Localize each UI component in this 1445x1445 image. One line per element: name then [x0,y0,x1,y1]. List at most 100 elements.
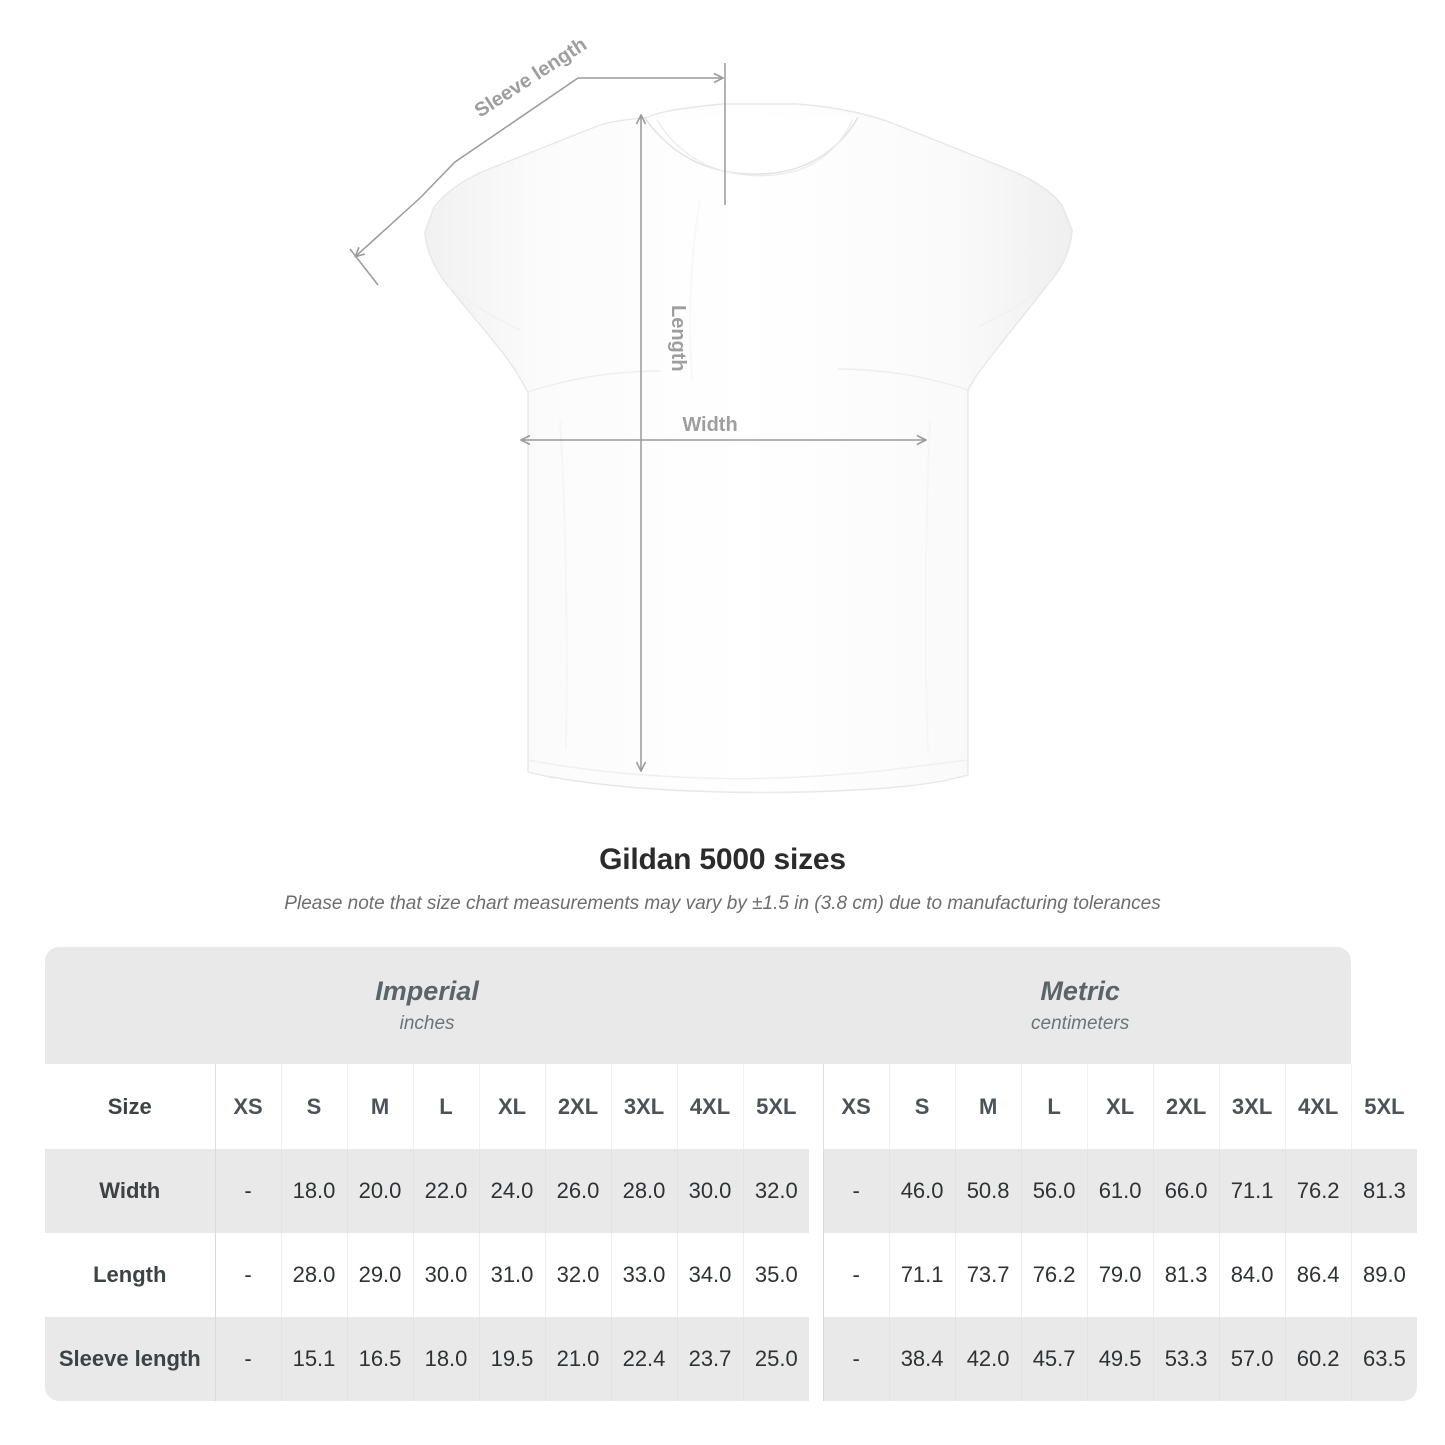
tshirt-right-sleeve-seam [837,368,969,391]
tshirt-collar-outer [644,116,859,175]
tshirt-bottom-hem [527,759,969,780]
cell-length-imperial-s: 28.0 [280,1233,347,1317]
section-gap [809,1064,824,1149]
cell-width-metric-3xl: 71.1 [1218,1149,1286,1233]
cell-width-imperial-3xl: 28.0 [610,1149,677,1233]
unit-header-row: Imperial inches Metric centimeters [45,947,1417,1064]
cell-length-imperial-2xl: 32.0 [544,1233,611,1317]
size-table: Imperial inches Metric centimeters Size … [45,947,1418,1401]
cell-length-imperial-5xl: 35.0 [742,1233,810,1317]
cell-sleeve-metric-s: 38.4 [888,1317,956,1401]
size-header-metric-s: S [888,1064,956,1149]
cell-length-metric-5xl: 89.0 [1350,1233,1418,1317]
unit-sub-metric: centimeters [1031,1013,1130,1035]
cell-length-imperial-4xl: 34.0 [676,1233,743,1317]
size-header-metric-4xl: 4XL [1284,1064,1352,1149]
cell-length-metric-2xl: 81.3 [1152,1233,1220,1317]
cell-sleeve-imperial-xl: 19.5 [478,1317,545,1401]
cell-sleeve-imperial-l: 18.0 [412,1317,479,1401]
cell-sleeve-metric-m: 42.0 [954,1317,1022,1401]
table-row: Length - 28.0 29.0 30.0 31.0 32.0 33.0 3… [45,1233,1418,1317]
cell-length-imperial-l: 30.0 [412,1233,479,1317]
unit-sub-imperial: inches [399,1013,455,1035]
size-header-imperial-xs: XS [214,1064,281,1149]
tshirt-body [424,103,1073,794]
unit-name-metric: Metric [1040,975,1120,1006]
size-header-imperial-l: L [412,1064,479,1149]
cell-width-imperial-m: 20.0 [346,1149,413,1233]
cell-sleeve-metric-xl: 49.5 [1086,1317,1154,1401]
tshirt-collar-inner [656,118,854,177]
cell-width-metric-xl: 61.0 [1086,1149,1154,1233]
tolerance-note: Please note that size chart measurements… [284,893,1161,914]
section-gap [809,1317,824,1401]
table-row: Width - 18.0 20.0 22.0 24.0 26.0 28.0 30… [45,1149,1418,1233]
cell-sleeve-imperial-2xl: 21.0 [544,1317,611,1401]
cell-sleeve-imperial-5xl: 25.0 [742,1317,810,1401]
cell-width-metric-2xl: 66.0 [1152,1149,1220,1233]
cell-width-imperial-2xl: 26.0 [544,1149,611,1233]
cell-width-imperial-s: 18.0 [280,1149,347,1233]
size-header-metric-5xl: 5XL [1350,1064,1418,1149]
cell-width-metric-m: 50.8 [954,1149,1022,1233]
size-header-imperial-2xl: 2XL [544,1064,611,1149]
unit-header-imperial: Imperial inches [45,947,810,1064]
size-header-imperial-xl: XL [478,1064,545,1149]
width-dimension: Width [522,414,925,440]
cell-width-metric-4xl: 76.2 [1284,1149,1352,1233]
cell-width-imperial-4xl: 30.0 [676,1149,743,1233]
table-row: Sleeve length - 15.1 16.5 18.0 19.5 21.0… [45,1317,1418,1401]
size-header-imperial-3xl: 3XL [610,1064,677,1149]
cell-sleeve-metric-4xl: 60.2 [1284,1317,1352,1401]
length-label: Length [667,305,689,372]
page-title: Gildan 5000 sizes [599,843,846,876]
size-header-row: Size XS S M L XL 2XL 3XL 4XL 5XL XS S M … [45,1064,1418,1149]
cell-length-metric-s: 71.1 [888,1233,956,1317]
cell-sleeve-metric-l: 45.7 [1020,1317,1088,1401]
cell-length-imperial-3xl: 33.0 [610,1233,677,1317]
size-header-metric-xs: XS [822,1064,890,1149]
cell-width-metric-s: 46.0 [888,1149,956,1233]
size-header-imperial-4xl: 4XL [676,1064,743,1149]
sleeve-end-tick [349,248,379,286]
section-gap [809,1233,824,1317]
unit-name-imperial: Imperial [375,975,479,1006]
row-label-width: Width [45,1149,215,1233]
cell-sleeve-metric-xs: - [822,1317,890,1401]
tshirt-silhouette [424,103,1073,794]
row-label-length: Length [45,1233,215,1317]
size-header-imperial-m: M [346,1064,413,1149]
chart-heading: Gildan 5000 sizes Please note that size … [0,843,1445,915]
cell-sleeve-imperial-m: 16.5 [346,1317,413,1401]
cell-length-imperial-xs: - [214,1233,281,1317]
size-header-imperial-5xl: 5XL [742,1064,810,1149]
size-header-metric-3xl: 3XL [1218,1064,1286,1149]
sleeve-diagonal-line [356,77,579,256]
size-header-metric-m: M [954,1064,1022,1149]
cell-sleeve-imperial-s: 15.1 [280,1317,347,1401]
cell-width-metric-5xl: 81.3 [1350,1149,1418,1233]
size-header-metric-2xl: 2XL [1152,1064,1220,1149]
cell-width-imperial-5xl: 32.0 [742,1149,810,1233]
row-label-sleeve-length: Sleeve length [45,1317,215,1401]
cell-length-metric-3xl: 84.0 [1218,1233,1286,1317]
cell-length-metric-4xl: 86.4 [1284,1233,1352,1317]
cell-length-metric-m: 73.7 [954,1233,1022,1317]
cell-length-metric-l: 76.2 [1020,1233,1088,1317]
unit-header-metric: Metric centimeters [809,947,1352,1064]
tshirt-right-cuff [977,281,1051,328]
sleeve-length-label: Sleeve length [471,34,591,123]
cell-width-imperial-xl: 24.0 [478,1149,545,1233]
size-header-imperial-s: S [280,1064,347,1149]
tshirt-measurement-diagram: Sleeve length Length Width [349,34,1073,794]
cell-sleeve-imperial-3xl: 22.4 [610,1317,677,1401]
cell-width-metric-l: 56.0 [1020,1149,1088,1233]
cell-width-imperial-l: 22.0 [412,1149,479,1233]
section-gap [809,1149,824,1233]
cell-sleeve-metric-3xl: 57.0 [1218,1317,1286,1401]
cell-length-imperial-xl: 31.0 [478,1233,545,1317]
cell-sleeve-imperial-4xl: 23.7 [676,1317,743,1401]
width-label: Width [682,414,737,436]
cell-sleeve-imperial-xs: - [214,1317,281,1401]
